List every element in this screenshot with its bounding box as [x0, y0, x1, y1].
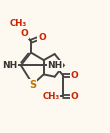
Text: NH: NH [48, 61, 63, 70]
Text: O: O [71, 71, 79, 80]
Text: O: O [71, 92, 79, 101]
Text: O: O [38, 33, 46, 42]
Text: CH₃: CH₃ [42, 92, 60, 101]
Text: NH: NH [2, 61, 18, 70]
Text: CH₃: CH₃ [9, 19, 27, 28]
Text: O: O [21, 29, 28, 38]
Text: S: S [29, 80, 36, 90]
